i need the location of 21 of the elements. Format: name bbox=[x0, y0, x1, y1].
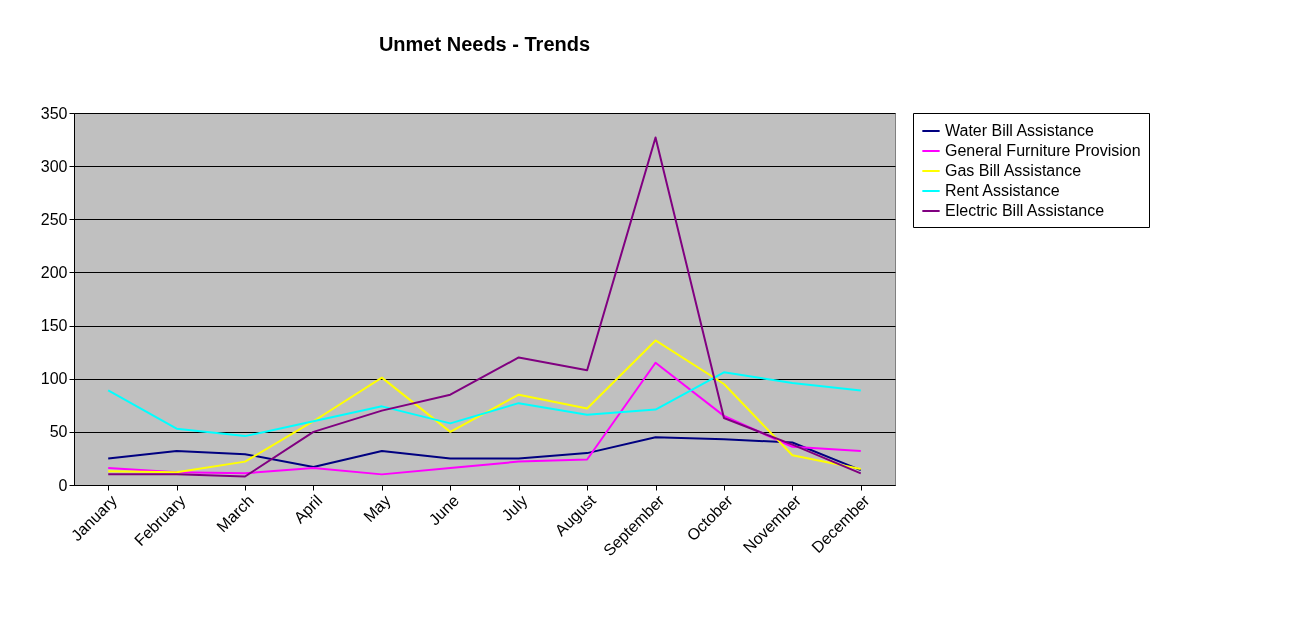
x-tick-label: May bbox=[360, 491, 394, 526]
x-tick-label: July bbox=[498, 491, 531, 524]
line-series bbox=[107, 339, 862, 474]
y-tick-label: 350 bbox=[40, 104, 68, 122]
legend-label: Gas Bill Assistance bbox=[945, 162, 1082, 179]
legend-label: Electric Bill Assistance bbox=[945, 202, 1105, 219]
y-tick-label: 100 bbox=[40, 370, 68, 388]
legend-label: General Furniture Provision bbox=[945, 142, 1141, 159]
y-tick-label: 250 bbox=[40, 210, 68, 228]
legend-label: Water Bill Assistance bbox=[945, 122, 1094, 139]
y-tick-label: 0 bbox=[58, 476, 68, 494]
line-series bbox=[107, 371, 862, 438]
chart-title: Unmet Needs - Trends bbox=[378, 33, 591, 55]
y-tick-label: 50 bbox=[49, 423, 68, 441]
legend-label: Rent Assistance bbox=[945, 182, 1060, 199]
y-tick-label: 150 bbox=[40, 317, 68, 335]
line-series bbox=[107, 361, 862, 476]
y-tick-label: 300 bbox=[40, 157, 68, 175]
line-series bbox=[107, 436, 862, 472]
line-series bbox=[107, 136, 862, 478]
y-tick-label: 200 bbox=[40, 263, 68, 281]
